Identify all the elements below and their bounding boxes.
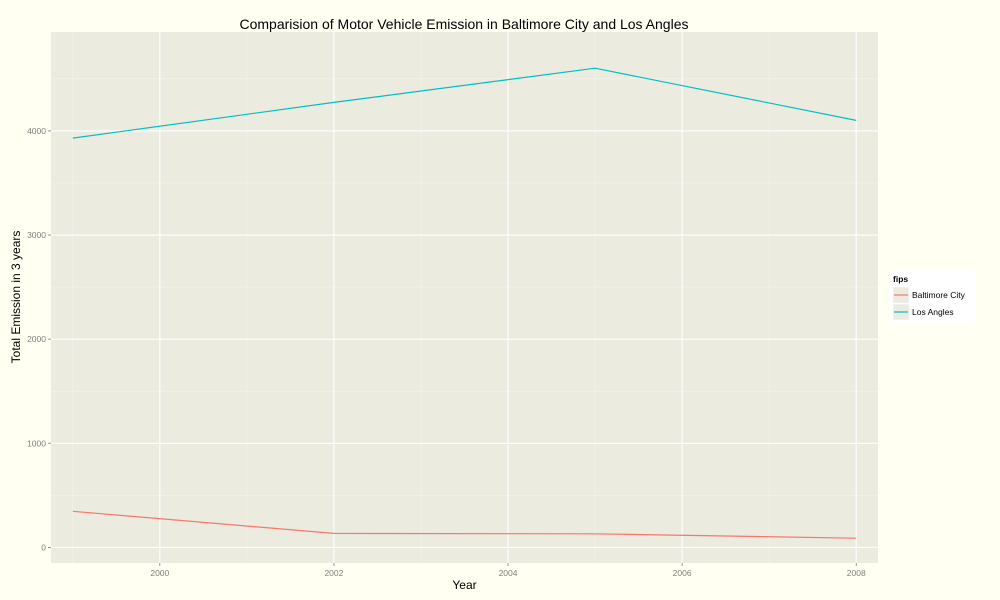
y-tick-label: 1000 <box>27 438 46 448</box>
x-tick-label: 2008 <box>847 568 866 578</box>
x-tick-label: 2000 <box>150 568 169 578</box>
y-tick-label: 3000 <box>27 230 46 240</box>
legend-label-los-angles: Los Angles <box>912 307 954 317</box>
series-line-los-angles <box>72 67 857 139</box>
legend-label-baltimore-city: Baltimore City <box>912 290 966 300</box>
x-axis-title: Year <box>452 578 476 592</box>
series-line-baltimore-city <box>72 510 857 539</box>
legend-title: fips <box>893 274 908 284</box>
plot-panel <box>51 32 878 563</box>
y-tick-label: 0 <box>41 542 46 552</box>
y-axis-title: Total Emission in 3 years <box>9 231 23 364</box>
minor-gridlines <box>51 32 878 563</box>
x-tick-label: 2002 <box>324 568 343 578</box>
y-tick-label: 4000 <box>27 126 46 136</box>
major-gridlines <box>51 32 878 563</box>
series-lines <box>72 67 857 539</box>
chart-title: Comparision of Motor Vehicle Emission in… <box>240 16 689 32</box>
x-axis-ticks: 2000 2002 2004 2006 2008 <box>150 563 866 578</box>
x-tick-label: 2004 <box>499 568 518 578</box>
x-tick-label: 2006 <box>673 568 692 578</box>
y-axis-ticks: 0 1000 2000 3000 4000 <box>27 126 51 552</box>
legend: fips Baltimore City Los Angles <box>889 269 975 323</box>
y-tick-label: 2000 <box>27 334 46 344</box>
